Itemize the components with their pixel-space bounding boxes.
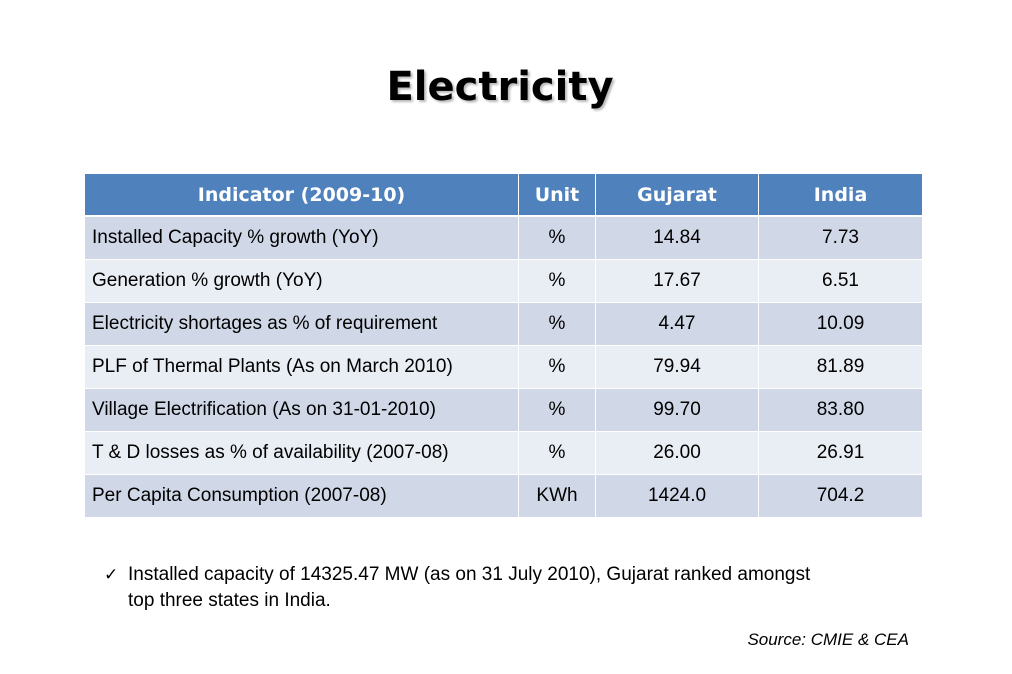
gujarat-cell: 14.84: [595, 215, 759, 260]
india-cell: 7.73: [758, 215, 923, 260]
indicator-cell: Per Capita Consumption (2007-08): [84, 474, 519, 518]
indicator-cell: Generation % growth (YoY): [84, 259, 519, 303]
unit-cell: %: [518, 215, 596, 260]
note-bullet: ✓ Installed capacity of 14325.47 MW (as …: [104, 562, 824, 614]
gujarat-cell: 4.47: [595, 302, 759, 346]
table-row: Installed Capacity % growth (YoY) % 14.8…: [84, 215, 923, 260]
gujarat-cell: 17.67: [595, 259, 759, 303]
india-cell: 81.89: [758, 345, 923, 389]
gujarat-cell: 26.00: [595, 431, 759, 475]
header-gujarat: Gujarat: [595, 173, 759, 217]
electricity-indicators-table: Indicator (2009-10) Unit Gujarat India I…: [84, 173, 923, 518]
unit-cell: %: [518, 388, 596, 432]
indicator-cell: T & D losses as % of availability (2007-…: [84, 431, 519, 475]
gujarat-cell: 79.94: [595, 345, 759, 389]
gujarat-cell: 1424.0: [595, 474, 759, 518]
table-row: T & D losses as % of availability (2007-…: [84, 431, 923, 475]
indicator-cell: Village Electrification (As on 31-01-201…: [84, 388, 519, 432]
unit-cell: %: [518, 431, 596, 475]
indicator-cell: Installed Capacity % growth (YoY): [84, 215, 519, 260]
table-row: Per Capita Consumption (2007-08) KWh 142…: [84, 474, 923, 518]
header-unit: Unit: [518, 173, 596, 217]
table-row: Village Electrification (As on 31-01-201…: [84, 388, 923, 432]
header-indicator: Indicator (2009-10): [84, 173, 519, 217]
india-cell: 6.51: [758, 259, 923, 303]
note-text: Installed capacity of 14325.47 MW (as on…: [128, 564, 811, 611]
page-title: Electricity: [386, 64, 614, 110]
header-india: India: [758, 173, 923, 217]
source-citation: Source: CMIE & CEA: [747, 630, 909, 649]
indicator-cell: Electricity shortages as % of requiremen…: [84, 302, 519, 346]
indicator-cell: PLF of Thermal Plants (As on March 2010): [84, 345, 519, 389]
table-row: PLF of Thermal Plants (As on March 2010)…: [84, 345, 923, 389]
unit-cell: %: [518, 259, 596, 303]
unit-cell: KWh: [518, 474, 596, 518]
unit-cell: %: [518, 302, 596, 346]
india-cell: 10.09: [758, 302, 923, 346]
unit-cell: %: [518, 345, 596, 389]
table-row: Electricity shortages as % of requiremen…: [84, 302, 923, 346]
india-cell: 83.80: [758, 388, 923, 432]
india-cell: 26.91: [758, 431, 923, 475]
table-header-row: Indicator (2009-10) Unit Gujarat India: [84, 173, 923, 217]
table-row: Generation % growth (YoY) % 17.67 6.51: [84, 259, 923, 303]
gujarat-cell: 99.70: [595, 388, 759, 432]
india-cell: 704.2: [758, 474, 923, 518]
check-icon: ✓: [104, 565, 119, 585]
